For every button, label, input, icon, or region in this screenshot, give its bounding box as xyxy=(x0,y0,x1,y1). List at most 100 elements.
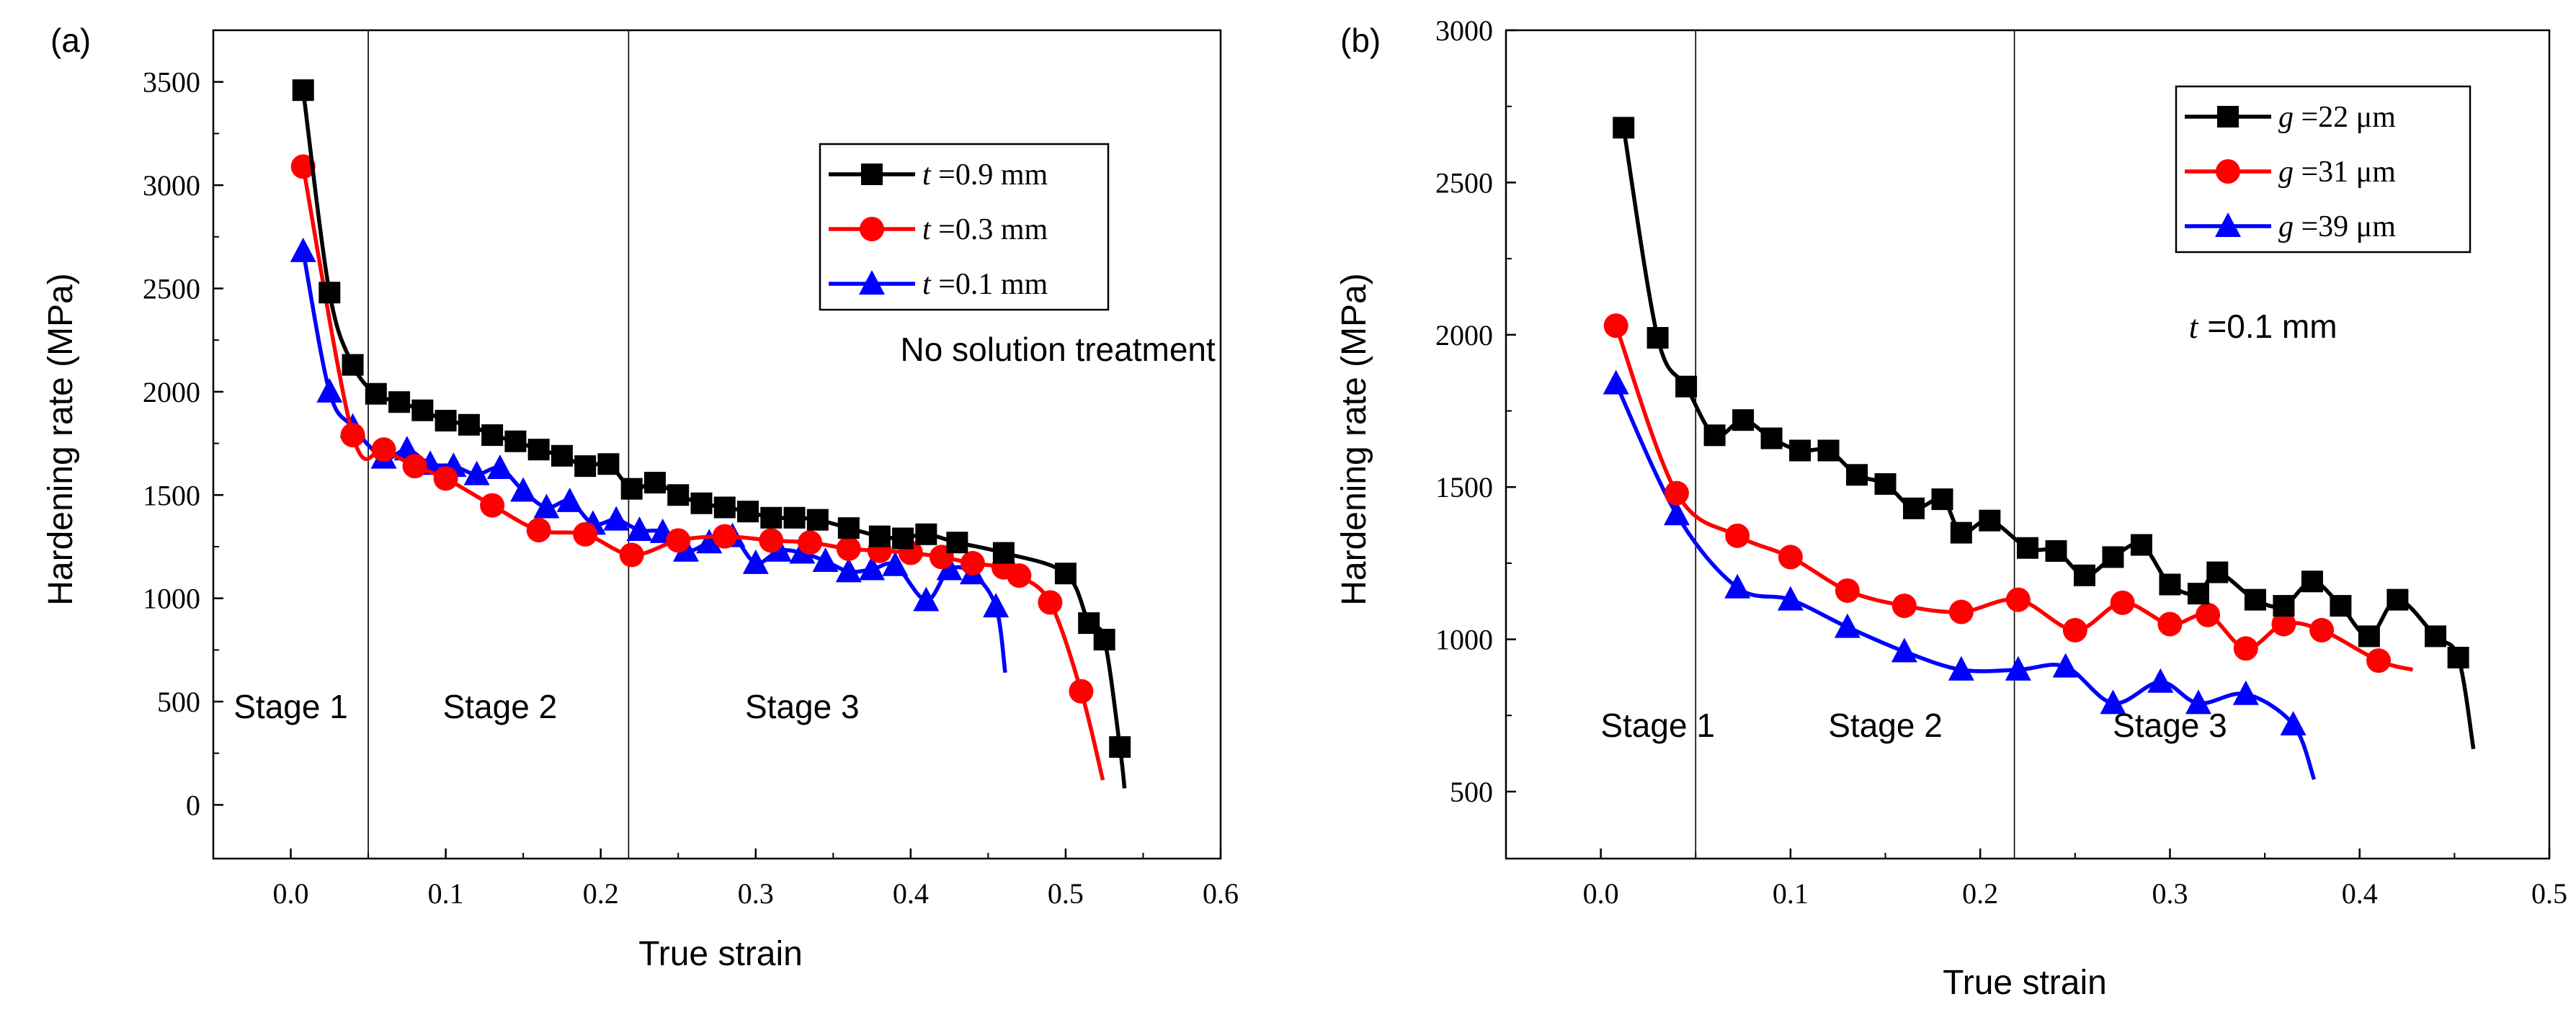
panel-b-legend-label: g =22 μm xyxy=(2278,101,2396,134)
panel-b-legend-var: g xyxy=(2278,210,2294,243)
panel-a-data-point xyxy=(868,525,891,547)
panel-b-legend-swatch-marker xyxy=(2215,212,2241,237)
panel-a-data-point xyxy=(1109,736,1131,758)
panel-a-data-point xyxy=(836,536,861,561)
panel-a-data-point xyxy=(690,492,713,514)
panel-b-data-point xyxy=(2130,534,2152,556)
panel-a-legend-var: t xyxy=(922,268,932,301)
panel-b-legend-var: g xyxy=(2278,101,2294,134)
panel-b-data-point xyxy=(1613,117,1635,139)
panel-b-data-point xyxy=(2366,648,2392,673)
panel-a-data-point xyxy=(603,506,630,531)
panel-b-y-tick-label: 2000 xyxy=(1435,319,1493,351)
panel-a-data-point xyxy=(292,79,314,102)
panel-a-data-point xyxy=(936,555,963,581)
panel-a-data-point xyxy=(859,555,886,581)
panel-a-data-point xyxy=(388,391,411,413)
panel-b-data-point xyxy=(1846,464,1868,486)
panel-b-data-point xyxy=(1664,480,1689,506)
panel-b-data-point xyxy=(1948,599,1974,624)
panel-a-annotation: No solution treatment xyxy=(901,331,1216,368)
panel-a-x-tick-label: 0.1 xyxy=(428,877,464,910)
panel-b-data-point xyxy=(1835,578,1860,603)
panel-a-data-point xyxy=(643,472,666,494)
panel-b-data-point xyxy=(2102,546,2124,568)
panel-b-data-point xyxy=(2185,689,2211,715)
panel-a-legend-var: t xyxy=(922,213,932,246)
panel-b-x-tick-label: 0.2 xyxy=(1962,877,1998,910)
panel-b-data-point xyxy=(2271,612,2296,637)
panel-a-legend-value: =0.1 mm xyxy=(931,268,1048,301)
panel-a-x-tick-label: 0.2 xyxy=(583,877,619,910)
panel-b-data-point xyxy=(1778,545,1803,570)
panel-b-series-line xyxy=(1614,382,2317,781)
panel-b-x-tick-label: 0.0 xyxy=(1583,877,1619,910)
panel-b-data-point xyxy=(2187,583,2209,605)
panel-a-data-point xyxy=(551,444,573,467)
panel-a-data-point xyxy=(318,282,341,304)
panel-b-series-square xyxy=(1613,117,2476,750)
panel-a-y-axis-label: Hardening rate (MPa) xyxy=(42,273,80,606)
panel-b-data-point xyxy=(2301,570,2323,593)
panel-a-legend-value: =0.3 mm xyxy=(931,213,1048,246)
panel-a-data-point xyxy=(597,453,620,475)
panel-b-x-tick-label: 0.4 xyxy=(2342,877,2378,910)
panel-b-data-point xyxy=(2100,689,2126,715)
panel-b-data-point xyxy=(1724,573,1751,599)
panel-b-legend-value: =39 μm xyxy=(2294,210,2396,243)
panel-b-data-point xyxy=(1931,488,1953,511)
panel-b-x-ticks: 0.0 0.1 0.2 0.3 0.4 0.5 xyxy=(1583,848,2567,910)
panel-b-data-point xyxy=(1603,313,1628,339)
panel-b-y-ticks: 500 1000 1500 2000 2500 3000 xyxy=(1435,14,1516,808)
panel-a-y-tick-label: 3500 xyxy=(143,66,200,99)
panel-a-legend-swatch-marker xyxy=(859,270,885,295)
panel-a-y-tick-label: 2000 xyxy=(143,376,200,408)
panel-b-legend-swatch-marker xyxy=(2216,159,2240,184)
panel-a-y-ticks: 0 500 1000 1500 2000 2500 3000 3500 xyxy=(143,66,223,821)
panel-b-y-axis-label: Hardening rate (MPa) xyxy=(1335,273,1373,606)
panel-b-data-point xyxy=(1834,613,1860,638)
panel-a-data-point xyxy=(481,424,504,447)
panel-b-y-tick-label: 3000 xyxy=(1435,14,1493,47)
panel-b-data-point xyxy=(1789,439,1811,462)
panel-a-data-point xyxy=(992,542,1015,564)
panel-a-data-point xyxy=(342,354,364,376)
panel-b-data-point xyxy=(1950,521,1972,544)
panel-a-data-point xyxy=(837,517,860,539)
panel-b-legend-entry: g =22 μm xyxy=(2185,101,2396,134)
panel-b-stage-label-3: Stage 3 xyxy=(2113,707,2227,744)
panel-a-x-ticks: 0.0 0.1 0.2 0.3 0.4 0.5 0.6 xyxy=(273,848,1239,910)
panel-b-series-circle xyxy=(1603,313,2414,673)
panel-a-data-point xyxy=(759,528,784,553)
panel-a-y-tick-label: 3000 xyxy=(143,169,200,202)
panel-b-legend-value: =31 μm xyxy=(2294,156,2396,189)
panel-b-data-point xyxy=(2232,680,2259,705)
panel-a-data-point xyxy=(1093,629,1115,651)
panel-b-data-point xyxy=(1903,497,1925,519)
panel-b-data-point xyxy=(1777,586,1804,611)
panel-a-data-point xyxy=(1069,679,1094,704)
panel-b-legend-swatch-marker xyxy=(2217,106,2239,127)
panel-a-data-point xyxy=(316,377,343,403)
panel-a-data-point xyxy=(480,493,505,518)
panel-a-data-point xyxy=(504,430,527,452)
panel-b-y-tick-label: 2500 xyxy=(1435,166,1493,199)
panel-b-y-tick-label: 1500 xyxy=(1435,471,1493,503)
panel-b-data-point xyxy=(2110,590,2135,615)
panel-a-series xyxy=(290,79,1131,789)
panel-b-data-point xyxy=(2425,625,2447,648)
panel-b-data-point xyxy=(2206,561,2229,583)
panel-a-legend-label: t =0.9 mm xyxy=(922,158,1048,192)
panel-b-legend: g =22 μmg =31 μmg =39 μm xyxy=(2175,85,2472,254)
panel-a-stage-label-2: Stage 2 xyxy=(443,688,558,725)
panel-a-data-point xyxy=(882,551,909,576)
panel-b-data-point xyxy=(1732,409,1755,431)
panel-a-x-tick-label: 0.5 xyxy=(1048,877,1084,910)
panel-b-data-point xyxy=(2005,655,2031,681)
panel-a-data-point xyxy=(913,586,940,612)
panel-a-data-point xyxy=(712,524,737,549)
panel-a-legend-entry: t =0.1 mm xyxy=(829,268,1048,301)
panel-b-data-point xyxy=(2005,587,2031,612)
